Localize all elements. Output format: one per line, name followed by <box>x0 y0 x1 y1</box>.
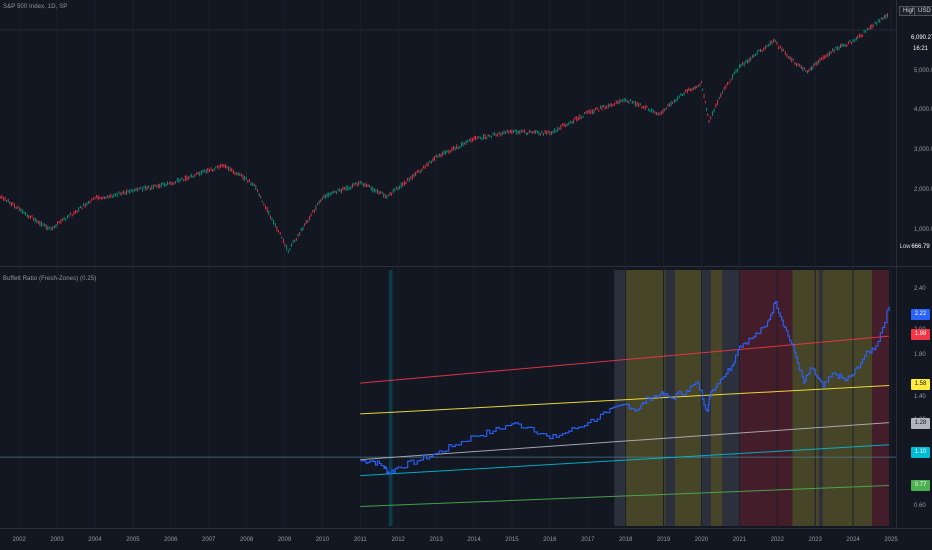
price-axis-label: 4,000.00 <box>914 107 932 113</box>
band-line <box>360 485 890 507</box>
zone-band <box>818 270 823 526</box>
time-axis-label: 2021 <box>733 537 747 543</box>
time-axis-label: 2023 <box>809 537 823 543</box>
buffett-ratio-line <box>360 301 890 475</box>
price-candles-down <box>0 13 889 247</box>
main-pane-title: S&P 500 Index, 1D, SP <box>3 4 68 10</box>
grid <box>0 29 896 458</box>
band-line <box>360 335 890 384</box>
time-axis-label: 2004 <box>88 537 102 543</box>
time-axis-label: 2014 <box>467 537 481 543</box>
time-axis-label: 2002 <box>12 537 26 543</box>
time-axis-label: 2006 <box>164 537 178 543</box>
time-axis-label: 2025 <box>884 537 898 543</box>
zone-band <box>722 270 740 526</box>
time-axis-label: 2016 <box>543 537 557 543</box>
time-axis-label: 2009 <box>278 537 292 543</box>
indicator-axis-label: 2.40 <box>914 286 926 292</box>
low-value-tag: 666.79 <box>911 244 930 250</box>
last-price-tag: 6,090.27 <box>911 35 932 41</box>
zone-band <box>710 270 723 526</box>
time-axis-label: 2012 <box>392 537 406 543</box>
zone-band <box>701 270 711 526</box>
time-axis-label: 2007 <box>202 537 216 543</box>
time-axis-label: 2022 <box>771 537 785 543</box>
time-axis-label: 2020 <box>695 537 709 543</box>
price-axis-label: 3,000.00 <box>914 147 932 153</box>
indicator-value-tag: 1.98 <box>911 329 930 340</box>
price-axis-label: 2,000.00 <box>914 187 932 193</box>
zone-band <box>674 270 702 526</box>
price-series <box>0 13 889 254</box>
low-label: Low <box>899 242 911 253</box>
indicator-axis-label: 0.60 <box>914 503 926 509</box>
zone-band <box>388 270 393 526</box>
time-axis-label: 2013 <box>429 537 443 543</box>
price-axis-label: 5,000.00 <box>914 68 932 74</box>
currency-button[interactable]: USD <box>914 6 932 16</box>
price-axis-label: 1,000.00 <box>914 227 932 233</box>
time-axis-label: 2018 <box>619 537 633 543</box>
indicator-value-tag: 1.58 <box>911 379 930 390</box>
time-axis-label: 2005 <box>126 537 140 543</box>
indicator-zones <box>388 270 890 526</box>
price-candles-up <box>6 14 887 254</box>
time-axis-label: 2008 <box>240 537 254 543</box>
indicator-value-tag: 1.28 <box>911 418 930 429</box>
band-line <box>360 385 890 415</box>
indicator-axis-label: 1.80 <box>914 352 926 358</box>
indicator-pane-title: Buffett Ratio (Fresh-Zones) (0.25) <box>3 276 97 282</box>
time-axis-label: 2024 <box>846 537 860 543</box>
band-line <box>360 422 890 461</box>
zone-band <box>872 270 890 526</box>
zone-band <box>739 270 793 526</box>
indicator-value-tag: 2.22 <box>911 309 930 320</box>
time-axis-label: 2003 <box>50 537 64 543</box>
zone-band <box>822 270 873 526</box>
time-axis-label: 2010 <box>316 537 330 543</box>
time-axis-label: 2019 <box>657 537 671 543</box>
buffett-ratio-series <box>360 301 890 475</box>
time-axis-label: 2011 <box>354 537 368 543</box>
time-axis-label: 2017 <box>581 537 595 543</box>
axis-ticks: 2002 2003 2004 2005 2006 2007 2008 2009 2010 2011… <box>12 68 932 543</box>
time-axis-label: 2015 <box>505 537 519 543</box>
countdown-tag: 16:21 <box>912 46 928 52</box>
indicator-value-tag: 1.10 <box>911 447 930 458</box>
indicator-axis-label: 1.40 <box>914 394 926 400</box>
zone-band <box>614 270 626 526</box>
band-line <box>360 444 890 477</box>
indicator-value-tag: 0.77 <box>911 480 930 491</box>
indicator-bands <box>360 335 890 507</box>
zone-band <box>792 270 819 526</box>
